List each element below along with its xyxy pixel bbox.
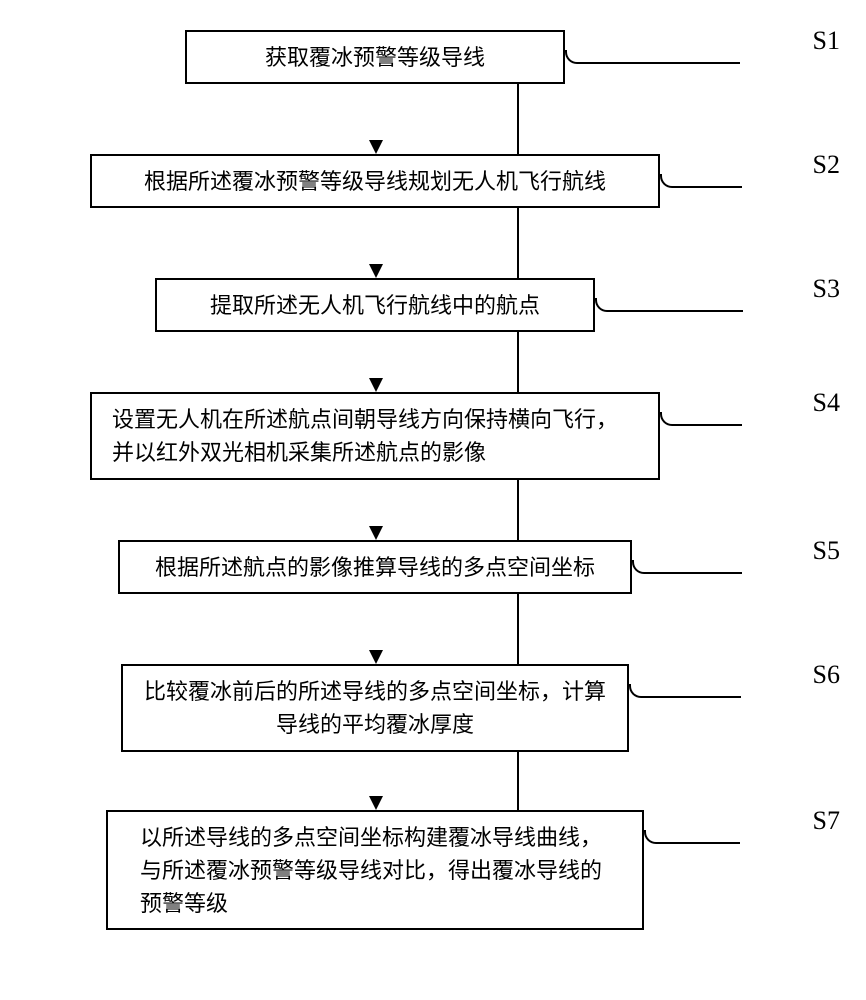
- arrow-line: [517, 480, 519, 540]
- step-label-s5: S5: [813, 536, 840, 566]
- connector-s7: [644, 830, 740, 844]
- step-s5: 根据所述航点的影像推算导线的多点空间坐标 S5: [90, 540, 770, 594]
- step-label-s4: S4: [813, 388, 840, 418]
- step-text-s1: 获取覆冰预警等级导线: [265, 41, 485, 74]
- step-text-s6: 比较覆冰前后的所述导线的多点空间坐标，计算导线的平均覆冰厚度: [143, 675, 607, 741]
- step-label-s6: S6: [813, 660, 840, 690]
- step-label-s1: S1: [813, 26, 840, 56]
- arrow-head-icon: [369, 650, 383, 664]
- arrow-head-icon: [369, 796, 383, 810]
- connector-s6: [629, 684, 741, 698]
- step-box-s5: 根据所述航点的影像推算导线的多点空间坐标: [118, 540, 632, 594]
- arrow-s4-s5: [90, 480, 660, 540]
- arrow-s2-s3: [90, 208, 660, 278]
- connector-s5: [632, 560, 742, 574]
- step-box-s3: 提取所述无人机飞行航线中的航点: [155, 278, 595, 332]
- step-label-s7: S7: [813, 806, 840, 836]
- arrow-s3-s4: [90, 332, 660, 392]
- step-box-s6: 比较覆冰前后的所述导线的多点空间坐标，计算导线的平均覆冰厚度: [121, 664, 629, 752]
- arrow-s1-s2: [90, 84, 660, 154]
- step-text-s7: 以所述导线的多点空间坐标构建覆冰导线曲线，与所述覆冰预警等级导线对比，得出覆冰导…: [140, 821, 610, 920]
- step-label-s2: S2: [813, 150, 840, 180]
- step-text-s3: 提取所述无人机飞行航线中的航点: [210, 289, 540, 322]
- arrow-line: [517, 752, 519, 810]
- flowchart-container: 获取覆冰预警等级导线 S1 根据所述覆冰预警等级导线规划无人机飞行航线 S2 提…: [90, 30, 770, 930]
- step-s6: 比较覆冰前后的所述导线的多点空间坐标，计算导线的平均覆冰厚度 S6: [90, 664, 770, 752]
- arrow-s5-s6: [90, 594, 660, 664]
- step-s7: 以所述导线的多点空间坐标构建覆冰导线曲线，与所述覆冰预警等级导线对比，得出覆冰导…: [90, 810, 770, 930]
- step-s2: 根据所述覆冰预警等级导线规划无人机飞行航线 S2: [90, 154, 770, 208]
- arrow-line: [517, 84, 519, 154]
- step-box-s4: 设置无人机在所述航点间朝导线方向保持横向飞行，并以红外双光相机采集所述航点的影像: [90, 392, 660, 480]
- arrow-s6-s7: [90, 752, 660, 810]
- arrow-head-icon: [369, 140, 383, 154]
- connector-s3: [595, 298, 743, 312]
- connector-s1: [565, 50, 740, 64]
- step-text-s4: 设置无人机在所述航点间朝导线方向保持横向飞行，并以红外双光相机采集所述航点的影像: [112, 403, 638, 469]
- arrow-head-icon: [369, 526, 383, 540]
- step-text-s5: 根据所述航点的影像推算导线的多点空间坐标: [155, 551, 595, 584]
- step-box-s7: 以所述导线的多点空间坐标构建覆冰导线曲线，与所述覆冰预警等级导线对比，得出覆冰导…: [106, 810, 644, 930]
- step-box-s2: 根据所述覆冰预警等级导线规划无人机飞行航线: [90, 154, 660, 208]
- step-box-s1: 获取覆冰预警等级导线: [185, 30, 565, 84]
- arrow-line: [517, 594, 519, 664]
- arrow-line: [517, 332, 519, 392]
- arrow-head-icon: [369, 378, 383, 392]
- step-text-s2: 根据所述覆冰预警等级导线规划无人机飞行航线: [144, 165, 606, 198]
- step-s3: 提取所述无人机飞行航线中的航点 S3: [90, 278, 770, 332]
- arrow-line: [517, 208, 519, 278]
- arrow-head-icon: [369, 264, 383, 278]
- step-label-s3: S3: [813, 274, 840, 304]
- connector-s4: [660, 412, 742, 426]
- step-s1: 获取覆冰预警等级导线 S1: [90, 30, 770, 84]
- connector-s2: [660, 174, 742, 188]
- step-s4: 设置无人机在所述航点间朝导线方向保持横向飞行，并以红外双光相机采集所述航点的影像…: [90, 392, 770, 480]
